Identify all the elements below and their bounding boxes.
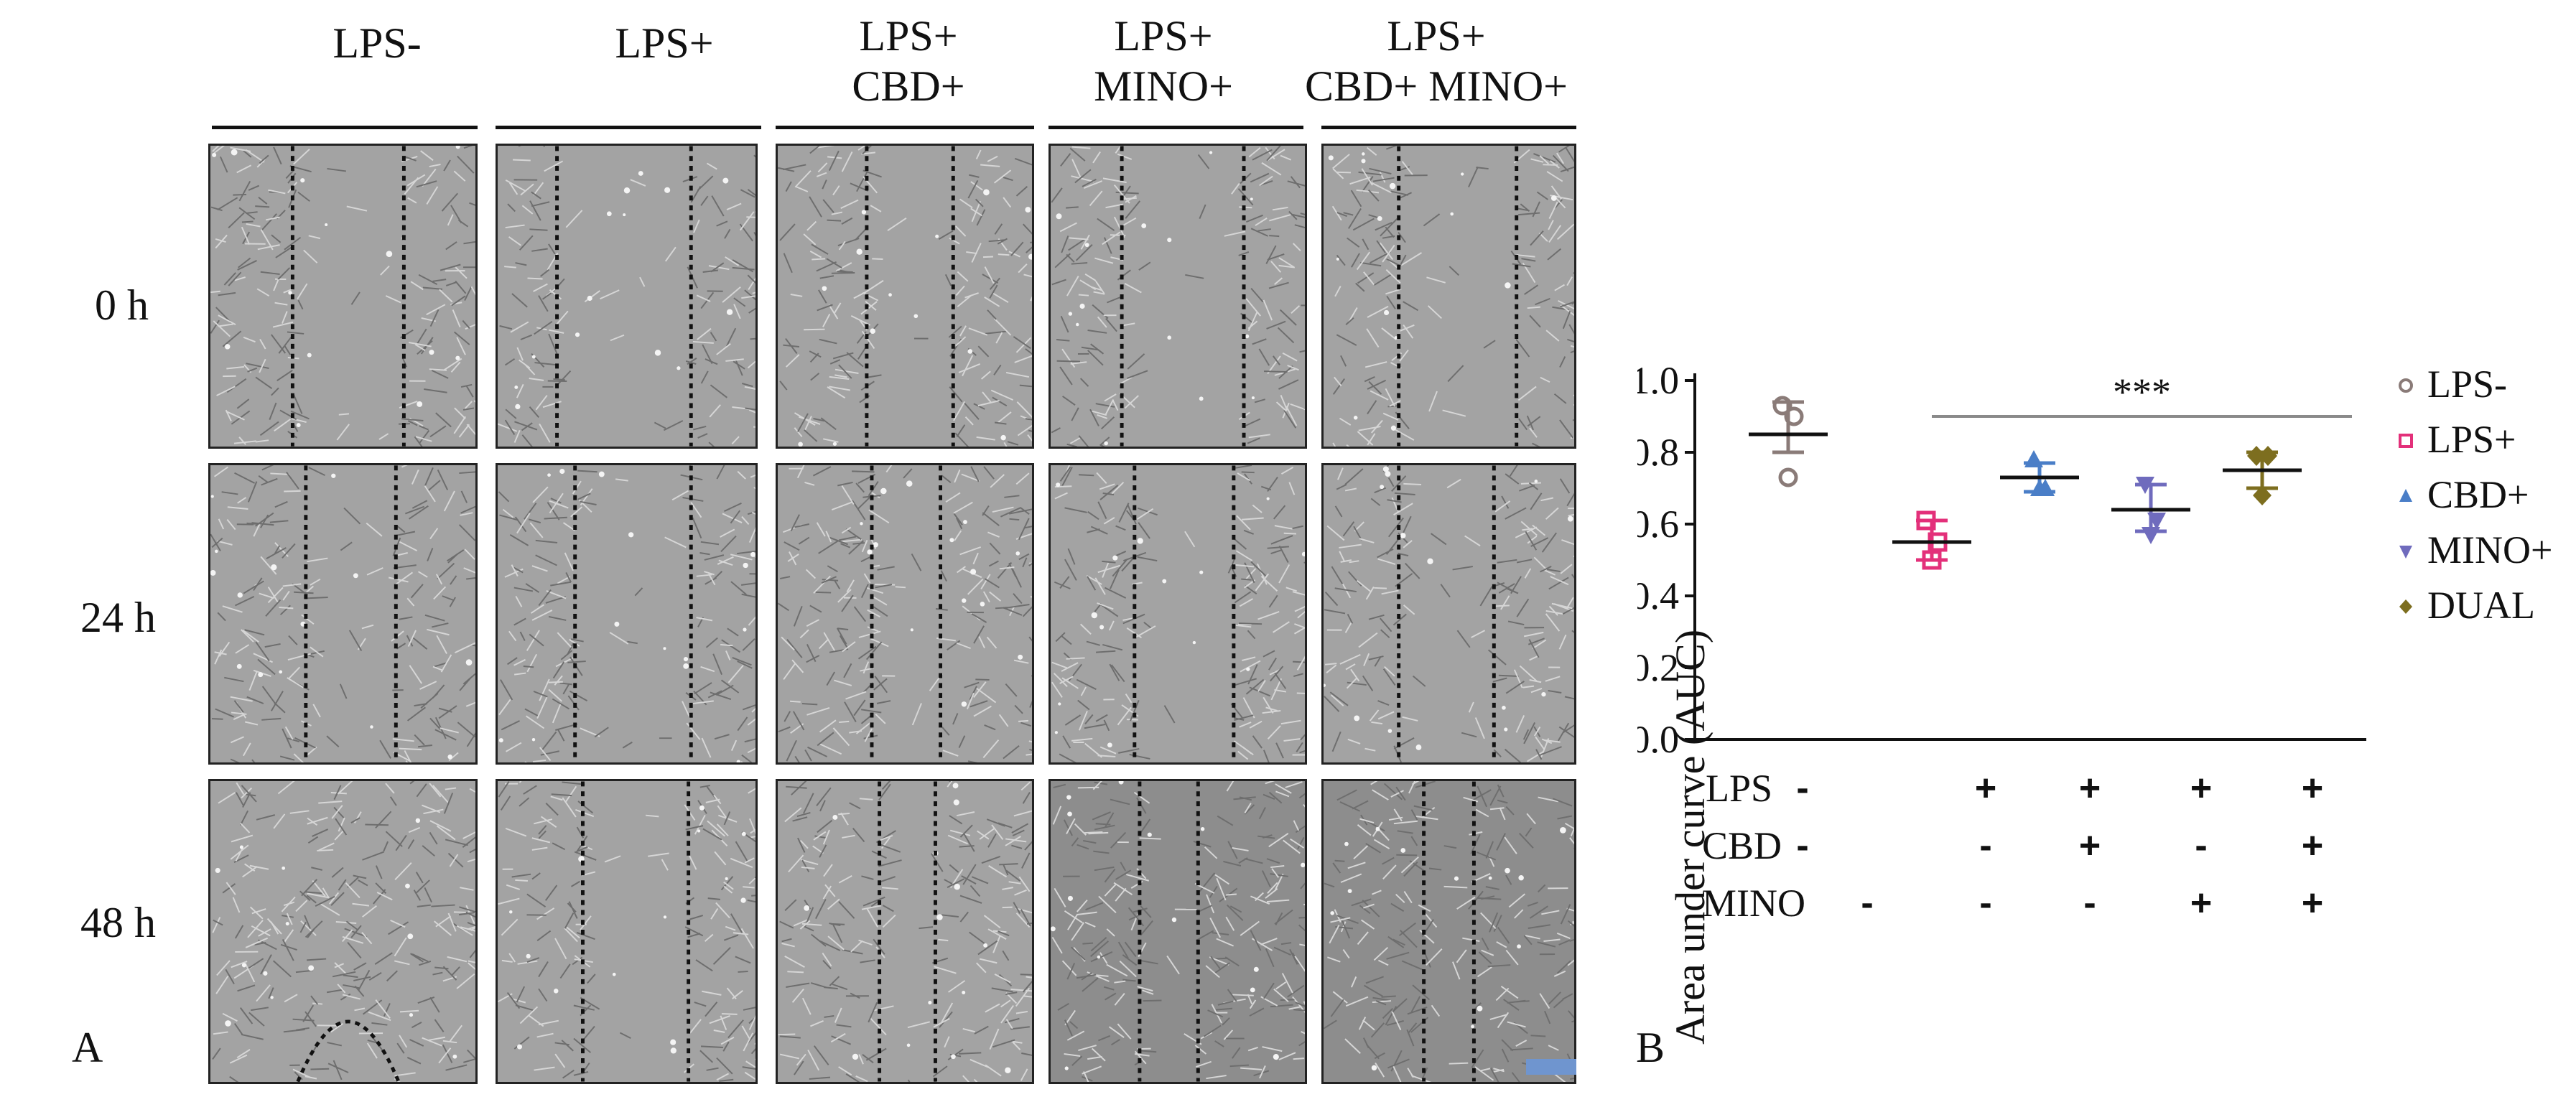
legend-marker-3: [2391, 473, 2420, 516]
col-header-2: LPS+: [615, 19, 714, 67]
legend-marker-2: [2391, 418, 2420, 461]
factor-sign-lps-3: +: [2078, 767, 2101, 809]
y-tick-label-3: 0.6: [1637, 503, 1679, 546]
legend-marker-1: [2391, 363, 2420, 406]
factor-sign-cbd-2: -: [1979, 825, 1992, 867]
point-0-1: [1784, 406, 1804, 426]
panel-b-label: B: [1636, 1024, 1665, 1071]
micrograph-r3-c3: [776, 779, 1034, 1084]
micrograph-r1-c5: [1321, 144, 1576, 449]
micrograph-r3-c5: [1321, 779, 1576, 1084]
row-label-48h: 48 h: [80, 899, 156, 946]
y-tick-label-2: 0.4: [1637, 574, 1679, 617]
micrograph-r1-c2: [496, 144, 758, 449]
point-4-1: [2259, 446, 2277, 466]
y-tick-label-1: 0.2: [1637, 646, 1679, 689]
group-line-5: [1321, 126, 1576, 129]
factor-sign-mino-1: -: [1861, 882, 1874, 924]
point-3-0: [2136, 477, 2154, 494]
point-0-2: [1778, 467, 1798, 487]
auc-chart: 0.0 0.2 0.4 0.6 0.8 1.0 ***: [1637, 359, 2366, 761]
y-tick-label-0: 0.0: [1637, 718, 1679, 761]
factor-sign-mino-4: +: [2190, 882, 2213, 924]
point-3-1: [2147, 513, 2166, 530]
factor-sign-mino-3: -: [2083, 882, 2096, 924]
factor-sign-cbd-3: +: [2078, 825, 2101, 867]
col-header-4: LPS+ MINO+: [1094, 12, 1233, 110]
micrograph-r1-c4: [1048, 144, 1307, 449]
group-line-2: [496, 126, 761, 129]
row-label-0h: 0 h: [95, 281, 149, 329]
factor-sign-cbd-5: +: [2301, 825, 2324, 867]
micrograph-r2-c2: [496, 463, 758, 765]
factor-sign-mino-2: -: [1979, 882, 1992, 924]
micrograph-r2-c5: [1321, 463, 1576, 765]
y-tick-label-5: 1.0: [1637, 359, 1679, 402]
col-header-1: LPS-: [333, 19, 422, 67]
point-2-0: [2024, 450, 2043, 467]
factor-label-mino: MINO: [1702, 882, 1805, 925]
micrograph-r2-c4: [1048, 463, 1307, 765]
panel-a-label: A: [72, 1024, 103, 1071]
factor-sign-mino-5: +: [2301, 882, 2324, 924]
legend-label-4: MINO+: [2427, 528, 2553, 571]
factor-sign-lps-2: +: [1974, 767, 1997, 809]
col-header-3: LPS+ CBD+: [852, 12, 965, 110]
factor-sign-lps-5: +: [2301, 767, 2324, 809]
factor-label-lps: LPS: [1706, 767, 1773, 810]
legend-label-2: LPS+: [2427, 418, 2516, 461]
group-line-4: [1048, 126, 1303, 129]
point-1-0: [1916, 510, 1936, 531]
legend-marker-5: [2391, 584, 2420, 627]
y-tick-label-4: 0.8: [1637, 431, 1679, 474]
point-3-2: [2142, 527, 2160, 544]
row-label-24h: 24 h: [80, 594, 156, 641]
micrograph-r2-c3: [776, 463, 1034, 765]
point-4-0: [2247, 446, 2266, 466]
micrograph-r2-c1: [208, 463, 478, 765]
legend-marker-4: [2391, 528, 2420, 571]
significance-label: ***: [2113, 370, 2171, 414]
factor-sign-lps-1: -: [1796, 767, 1809, 809]
point-2-2: [2030, 479, 2049, 496]
factor-sign-cbd-4: -: [2195, 825, 2208, 867]
group-line-3: [776, 126, 1034, 129]
micrograph-r3-c1: [208, 779, 478, 1084]
legend-label-1: LPS-: [2427, 363, 2508, 406]
micrograph-r3-c2: [496, 779, 758, 1084]
point-0-0: [1772, 396, 1792, 416]
col-header-5: LPS+ CBD+ MINO+: [1304, 12, 1568, 110]
factor-sign-lps-4: +: [2190, 767, 2213, 809]
legend-label-3: CBD+: [2427, 473, 2529, 516]
legend-label-5: DUAL: [2427, 584, 2535, 627]
micrograph-r1-c3: [776, 144, 1034, 449]
factor-sign-cbd-1: -: [1796, 825, 1809, 867]
point-1-2: [1922, 550, 1942, 570]
point-4-2: [2253, 485, 2272, 505]
micrograph-r1-c1: [208, 144, 478, 449]
factor-label-cbd: CBD: [1702, 824, 1782, 867]
micrograph-r3-c4: [1048, 779, 1307, 1084]
group-line-1: [212, 126, 478, 129]
scale-bar: [1526, 1059, 1576, 1075]
